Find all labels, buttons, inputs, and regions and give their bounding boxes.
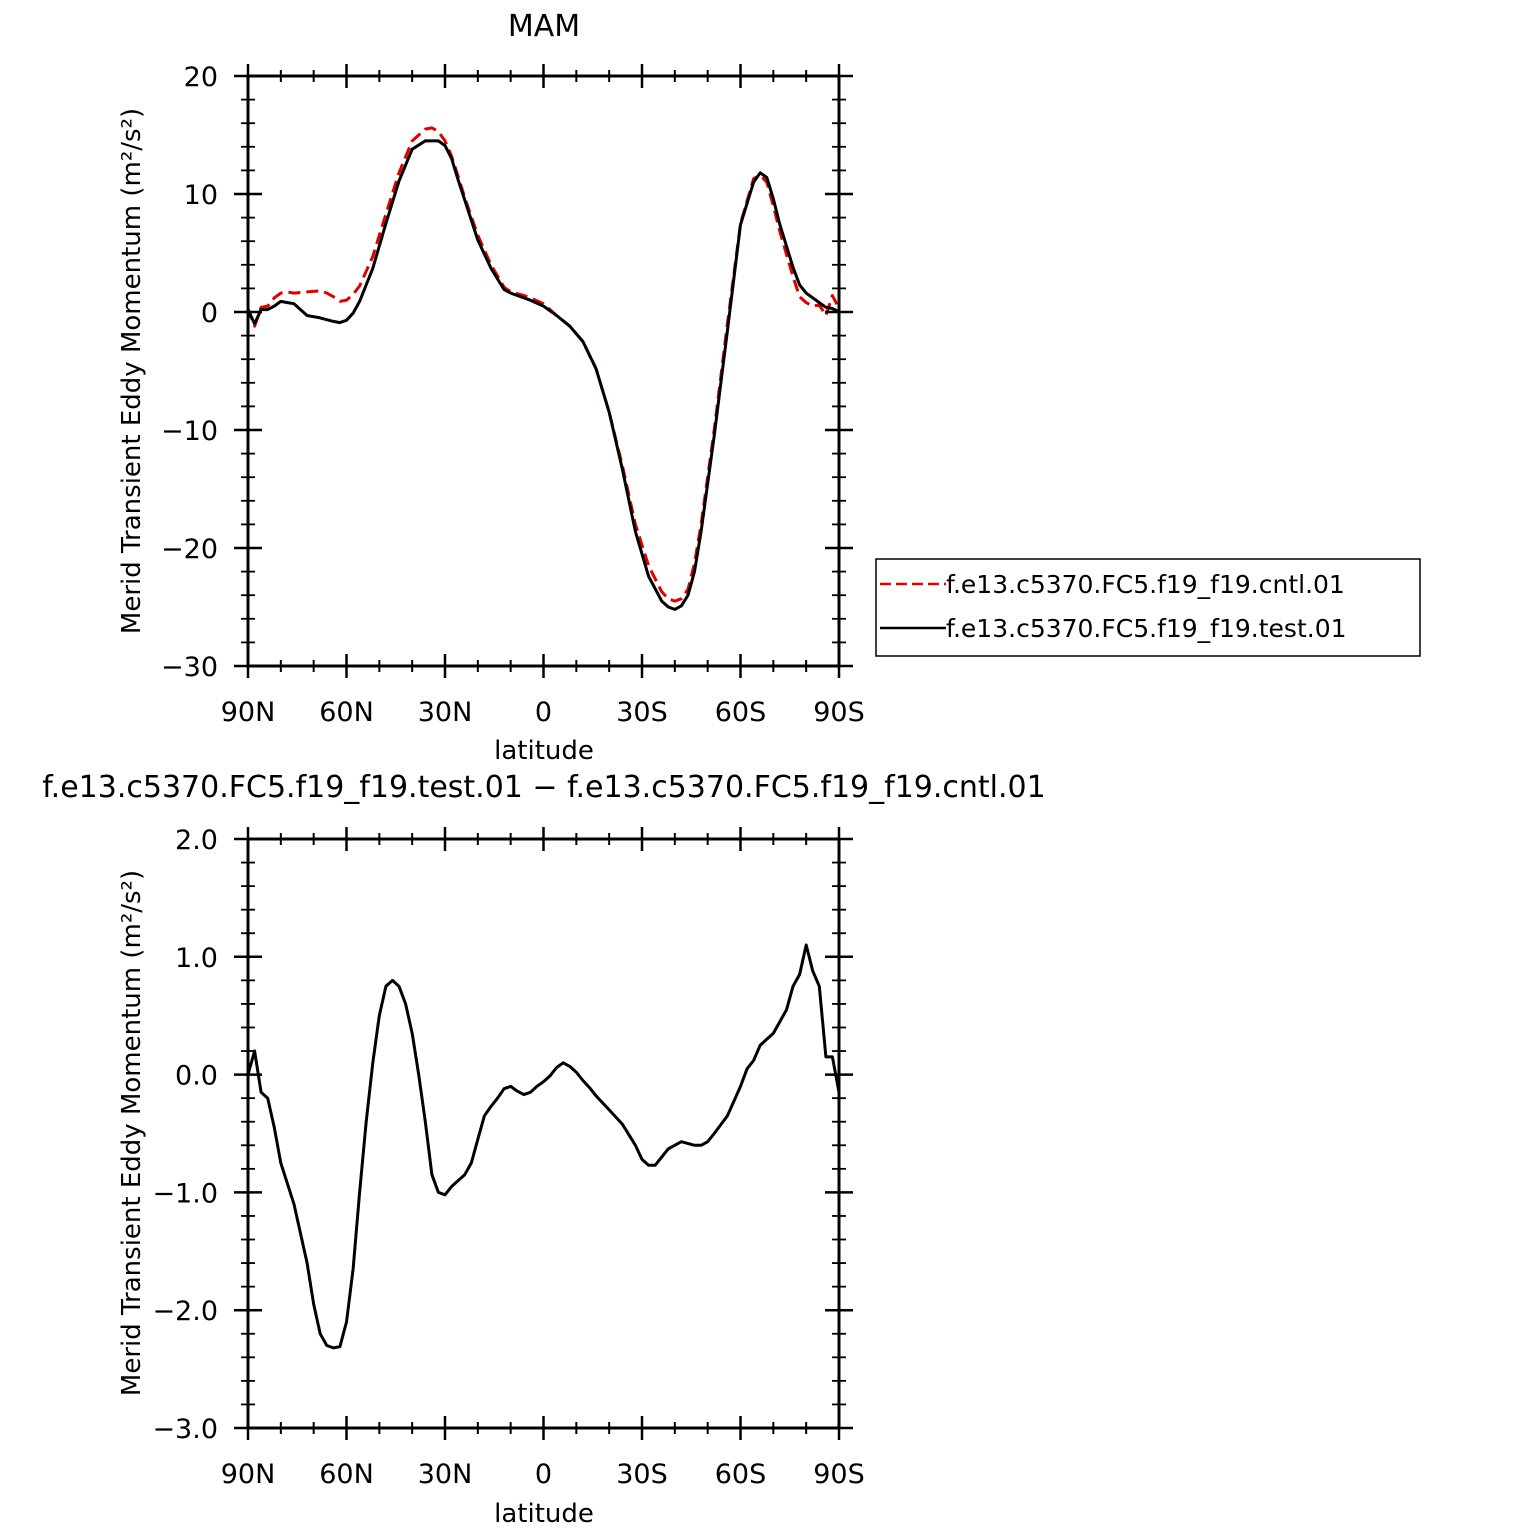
panel-bottom-ticks	[234, 827, 853, 1440]
y-axis-label: Merid Transient Eddy Momentum (m²/s²)	[117, 108, 147, 634]
x-axis-label: latitude	[494, 1499, 594, 1529]
x-axis-label: latitude	[494, 736, 594, 766]
x-tick-label: 90S	[813, 697, 865, 728]
x-tick-label: 60S	[715, 1459, 767, 1490]
panel-bottom: f.e13.c5370.FC5.f19_f19.test.01 − f.e13.…	[42, 770, 1045, 1529]
y-tick-label: −2.0	[152, 1296, 218, 1327]
x-tick-label: 30N	[418, 697, 473, 728]
x-tick-label: 60N	[319, 1459, 374, 1490]
y-axis-label: Merid Transient Eddy Momentum (m²/s²)	[117, 870, 147, 1396]
series-line-test	[246, 139, 840, 611]
x-tick-label: 30S	[616, 697, 668, 728]
panel-top-plot-area	[246, 126, 841, 611]
y-tick-label: 1.0	[175, 943, 218, 974]
x-tick-label: 30N	[418, 1459, 473, 1490]
y-tick-label: 0.0	[175, 1061, 218, 1092]
x-tick-label: 30S	[616, 1459, 668, 1490]
panel-top: MAM 90N 60N 30N 0 30S 60S 90S 20 10 0 −1…	[117, 9, 1421, 766]
y-tick-label: 10	[184, 180, 218, 211]
x-tick-label: 0	[535, 1459, 552, 1490]
panel-bottom-plot-area	[246, 943, 841, 1350]
y-tick-label: −1.0	[152, 1178, 218, 1209]
y-tick-label: −20	[161, 534, 218, 565]
legend-label-test: f.e13.c5370.FC5.f19_f19.test.01	[946, 614, 1347, 643]
legend-box	[875, 558, 1421, 657]
x-tick-label: 60N	[319, 697, 374, 728]
y-tick-label: −3.0	[152, 1414, 218, 1445]
x-tick-label: 60S	[715, 697, 767, 728]
series-line-cntl	[246, 126, 841, 603]
panel-bottom-title: f.e13.c5370.FC5.f19_f19.test.01 − f.e13.…	[42, 770, 1045, 805]
x-tick-label: 0	[535, 697, 552, 728]
x-tick-label: 90N	[221, 697, 276, 728]
y-tick-label: −10	[161, 416, 218, 447]
legend-label-cntl: f.e13.c5370.FC5.f19_f19.cntl.01	[946, 570, 1345, 599]
series-line-difference	[246, 943, 841, 1350]
x-tick-label: 90N	[221, 1459, 276, 1490]
y-tick-label: 0	[201, 298, 218, 329]
x-tick-label: 90S	[813, 1459, 865, 1490]
y-tick-label: −30	[161, 652, 218, 683]
y-tick-label: 20	[184, 62, 218, 93]
y-tick-label: 2.0	[175, 825, 218, 856]
panel-top-ticks	[234, 64, 853, 678]
legend: f.e13.c5370.FC5.f19_f19.cntl.01 f.e13.c5…	[875, 558, 1421, 657]
panel-top-title: MAM	[508, 9, 580, 44]
